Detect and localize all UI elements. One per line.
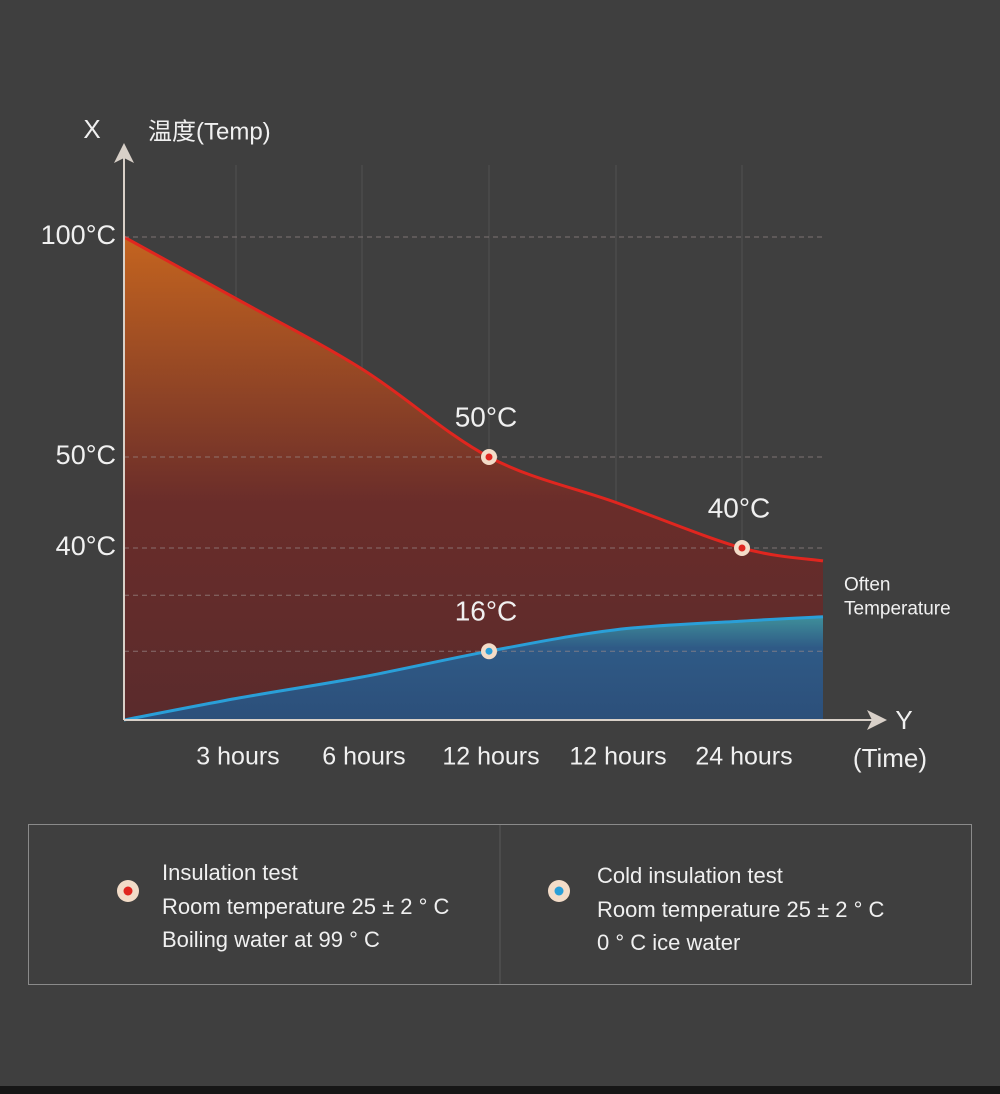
x-tick-label: 24 hours xyxy=(695,743,792,771)
x-tick-label: 3 hours xyxy=(196,743,279,771)
value-label: 40°C xyxy=(708,492,771,523)
x-tick-label: 12 hours xyxy=(442,743,539,771)
x-axis-arrow xyxy=(867,710,887,730)
value-label: 16°C xyxy=(455,596,518,627)
x-axis-label: (Time) xyxy=(853,743,927,773)
point-dot xyxy=(738,544,746,552)
plot: 100°C 50°C 40°C Often Temperature 50°C 40°C 16°… xyxy=(41,143,951,771)
point-dot xyxy=(485,647,493,655)
bottom-strip xyxy=(0,1086,1000,1094)
y-tick-label: 100°C xyxy=(41,220,116,250)
area-fill xyxy=(124,237,823,720)
y-tick-label: 40°C xyxy=(56,531,116,561)
legend-description: Room temperature 25 ± 2 ° C xyxy=(162,894,450,919)
value-label: 50°C xyxy=(455,401,518,432)
y-axis-label: 温度(Temp) xyxy=(148,118,271,145)
x-tick-label: 6 hours xyxy=(322,743,405,771)
y-tick-label: 50°C xyxy=(56,440,116,470)
legend-description: Boiling water at 99 ° C xyxy=(162,927,380,952)
legend-marker-dot xyxy=(123,886,133,896)
x-axis-letter: Y xyxy=(895,705,912,735)
legend-label: Insulation test xyxy=(162,860,298,885)
legend-description: 0 ° C ice water xyxy=(597,930,740,955)
area-fill xyxy=(124,616,823,720)
legend-label: Cold insulation test xyxy=(597,863,783,888)
legend-box xyxy=(28,824,972,985)
line xyxy=(123,235,824,563)
reference-label: Temperature xyxy=(844,598,951,619)
y-axis-arrow xyxy=(114,143,134,163)
point-dot xyxy=(485,453,493,461)
y-axis-letter: X xyxy=(83,114,100,144)
x-tick-label: 12 hours xyxy=(569,743,666,771)
legend-description: Room temperature 25 ± 2 ° C xyxy=(597,897,885,922)
reference-label: Often xyxy=(844,574,890,595)
legend-marker-dot xyxy=(554,886,564,896)
